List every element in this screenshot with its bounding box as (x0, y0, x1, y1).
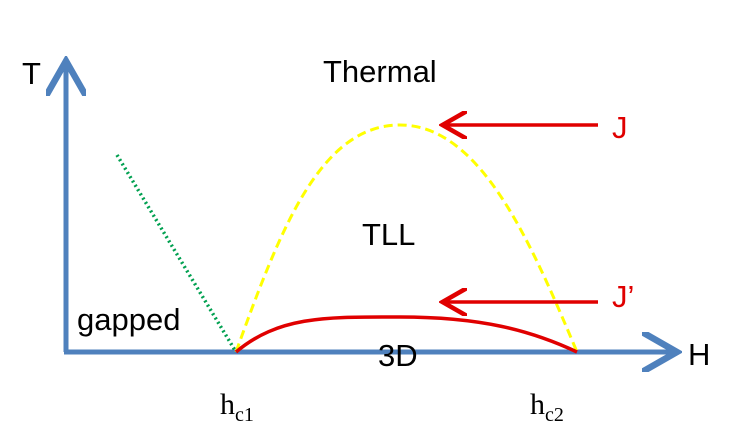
tick-main: h (530, 388, 545, 421)
tick-label: hc1 (220, 388, 254, 426)
region-label: TLL (362, 217, 415, 252)
region-label: gapped (77, 302, 180, 337)
y-axis-label: T (22, 56, 41, 91)
tick-sub: c2 (545, 404, 564, 426)
region-label: 3D (378, 338, 418, 373)
tick-sub: c1 (235, 404, 254, 426)
arrow-label: J (612, 110, 628, 145)
region-label: Thermal (323, 54, 437, 89)
gap-line (115, 154, 238, 353)
x-axis-label: H (688, 337, 710, 372)
tick-label: hc2 (530, 388, 564, 426)
ordering-curve (234, 315, 578, 354)
crossover-dome (234, 123, 579, 353)
tick-main: h (220, 388, 235, 421)
arrow-label: J’ (612, 279, 634, 314)
